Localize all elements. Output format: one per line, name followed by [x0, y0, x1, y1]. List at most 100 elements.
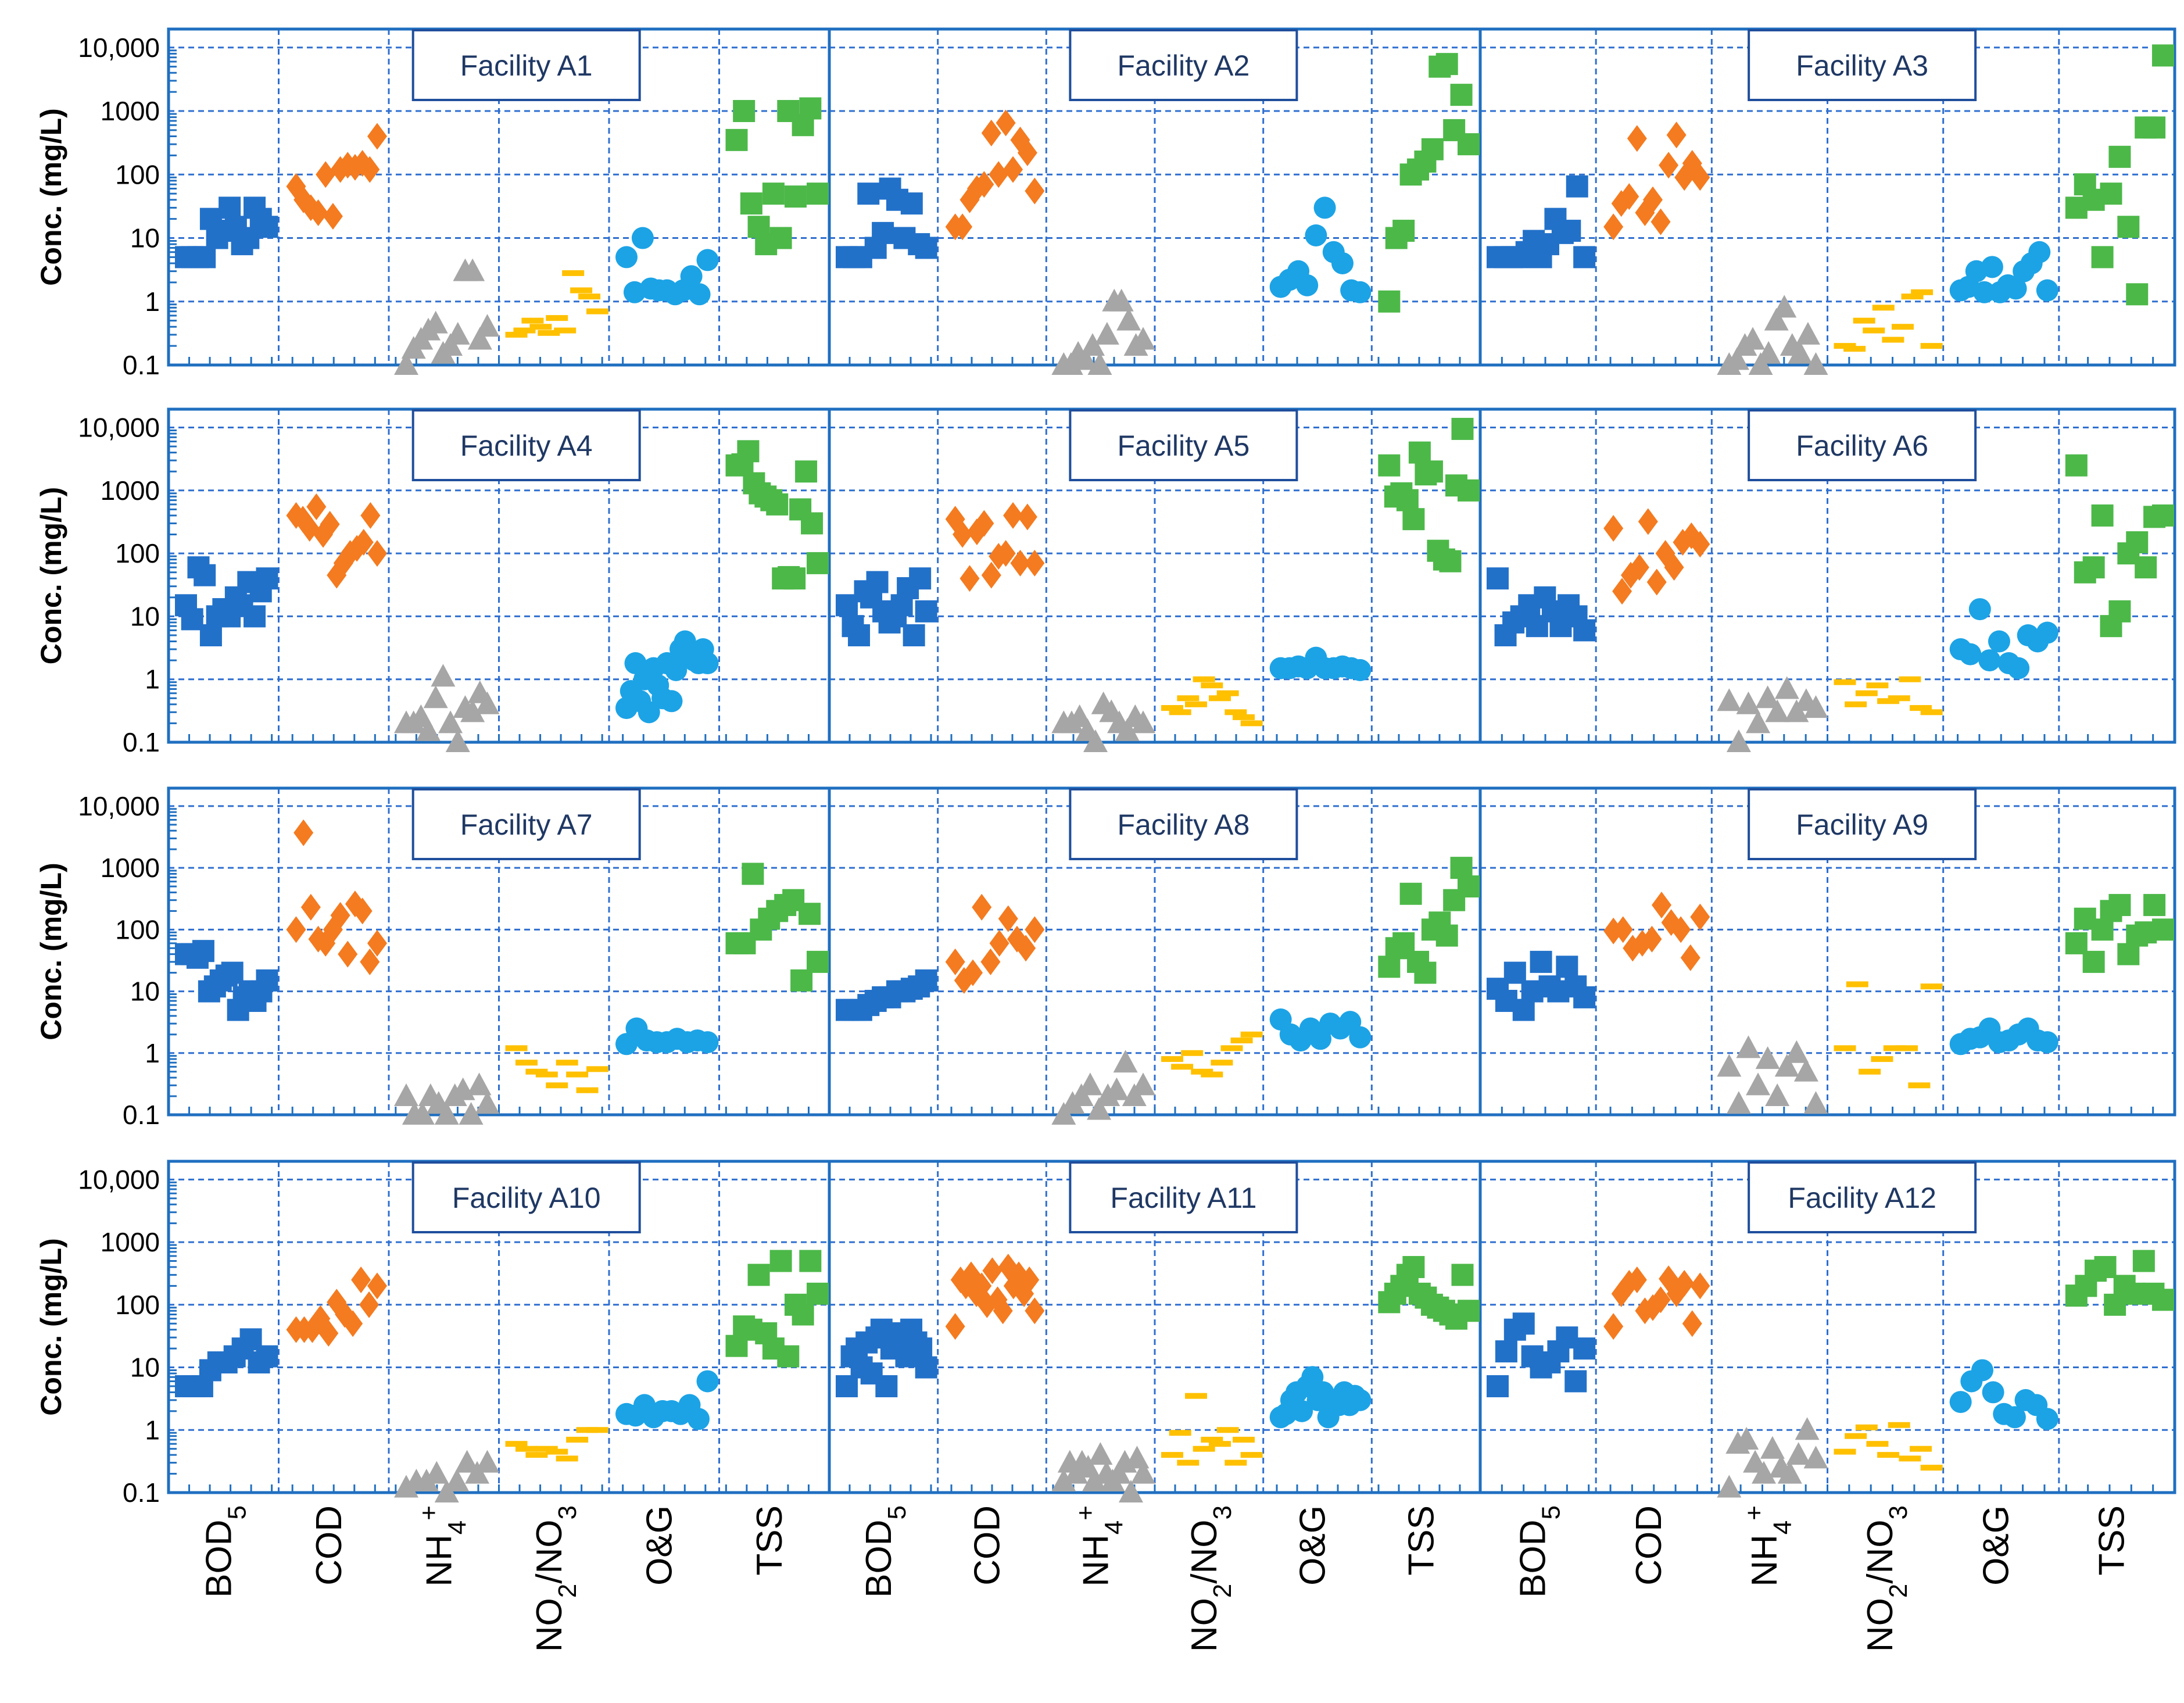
data-point-triangle: [1094, 321, 1119, 345]
data-point-square: [1503, 961, 1526, 984]
data-point-triangle: [423, 310, 448, 334]
data-point-square: [1414, 961, 1437, 984]
data-point-dash: [1846, 981, 1868, 988]
data-point-dash: [1220, 1045, 1243, 1051]
data-point-diamond: [1025, 549, 1045, 577]
x-category-label-part: TSS: [750, 1505, 790, 1576]
data-point-square: [192, 940, 214, 963]
y-tick-label: 10: [130, 223, 160, 253]
facility-panel: Facility A4: [175, 409, 829, 752]
data-point-square: [783, 567, 806, 590]
data-point-dash: [529, 324, 552, 330]
data-point-circle: [660, 690, 683, 713]
data-point-dash: [1901, 294, 1924, 300]
x-category-label: NH4+: [1071, 1505, 1128, 1587]
data-point-triangle: [1736, 691, 1761, 714]
data-point-dash: [546, 1082, 568, 1089]
series-o-g: [1949, 241, 2058, 303]
x-category-label-part: NO: [529, 1598, 570, 1652]
data-point-triangle: [394, 1475, 418, 1498]
data-point-square: [2091, 504, 2114, 527]
data-point-circle: [1291, 1400, 1313, 1422]
data-point-square: [2126, 283, 2149, 306]
series-bod5: [175, 940, 278, 1021]
data-point-diamond: [1016, 935, 1036, 962]
x-category-label: COD: [1629, 1505, 1669, 1586]
series-tss: [2065, 1250, 2174, 1316]
data-point-square: [733, 100, 756, 123]
data-point-square: [872, 221, 894, 244]
data-point-dash: [1161, 705, 1183, 711]
data-point-dash: [1882, 337, 1904, 343]
data-point-triangle: [431, 664, 456, 687]
data-point-square: [807, 950, 829, 973]
data-point-diamond: [972, 893, 992, 921]
data-point-triangle: [1803, 1446, 1828, 1469]
y-axis-label: Conc. (mg/L): [35, 863, 67, 1040]
data-point-circle: [631, 227, 654, 249]
y-tick-label: 100: [115, 914, 160, 944]
data-point-square: [2065, 454, 2088, 477]
data-point-diamond: [1638, 508, 1658, 535]
data-point-diamond: [1652, 892, 1672, 919]
data-point-diamond: [359, 1291, 379, 1318]
facility-panel: Facility A11: [836, 1161, 1480, 1502]
data-point-diamond: [360, 948, 380, 975]
data-point-triangle: [1777, 1461, 1802, 1484]
data-point-square: [799, 903, 821, 925]
facility-panel: Facility A2: [836, 29, 1480, 375]
series-cod: [286, 493, 387, 589]
data-point-square: [1495, 1340, 1517, 1363]
x-category-label-part: NH: [419, 1534, 459, 1587]
y-tick-label: 10,000: [78, 1164, 160, 1194]
series-tss: [1378, 417, 1480, 573]
facility-title: Facility A10: [452, 1182, 601, 1214]
y-tick-label: 1000: [101, 1227, 160, 1257]
data-point-dash: [1872, 305, 1895, 311]
data-point-dash: [1161, 1056, 1183, 1062]
facility-panel: Facility A5: [836, 409, 1480, 752]
data-point-dash: [566, 1071, 589, 1078]
x-category-label-part: COD: [968, 1505, 1008, 1586]
data-point-square: [2123, 1282, 2146, 1305]
data-point-square: [1392, 220, 1415, 242]
data-point-dash: [1230, 1037, 1253, 1044]
x-category-label: TSS: [750, 1505, 790, 1576]
data-point-diamond: [1627, 1266, 1647, 1293]
data-point-dash: [1225, 709, 1247, 715]
data-point-dash: [1240, 1031, 1263, 1037]
y-tick-label: 10,000: [78, 791, 160, 821]
data-point-square: [2094, 1255, 2117, 1278]
data-point-diamond: [320, 511, 340, 538]
facility-title-box: [1069, 409, 1298, 481]
data-point-diamond: [980, 948, 1001, 975]
data-point-dash: [1863, 327, 1885, 334]
data-point-circle: [1981, 256, 2003, 278]
data-point-square: [2108, 145, 2131, 168]
data-point-diamond: [1690, 531, 1710, 558]
data-point-square: [1512, 1312, 1535, 1335]
data-point-circle: [2007, 657, 2030, 679]
series-cod: [1603, 1265, 1710, 1340]
data-point-triangle: [1784, 1040, 1809, 1063]
data-point-circle: [1349, 281, 1372, 303]
data-point-diamond: [1674, 1269, 1695, 1297]
y-tick-label: 1: [145, 1415, 160, 1445]
data-point-dash: [570, 287, 593, 294]
data-point-square: [2065, 932, 2088, 954]
data-point-triangle: [1736, 1035, 1761, 1058]
data-point-circle: [2036, 621, 2058, 644]
series-no2-no3: [505, 1427, 608, 1462]
facility-title: Facility A12: [1788, 1182, 1936, 1214]
data-point-square: [915, 969, 937, 992]
data-point-diamond: [1671, 916, 1691, 943]
data-point-dash: [1859, 1068, 1881, 1075]
data-point-circle: [2036, 279, 2058, 302]
data-point-triangle: [1104, 1077, 1129, 1100]
data-point-dash: [1908, 1082, 1931, 1089]
data-point-dash: [1920, 983, 1943, 990]
data-point-triangle: [1793, 1058, 1818, 1082]
data-point-triangle: [445, 729, 470, 752]
data-point-circle: [1349, 1026, 1372, 1049]
data-point-square: [784, 185, 807, 208]
